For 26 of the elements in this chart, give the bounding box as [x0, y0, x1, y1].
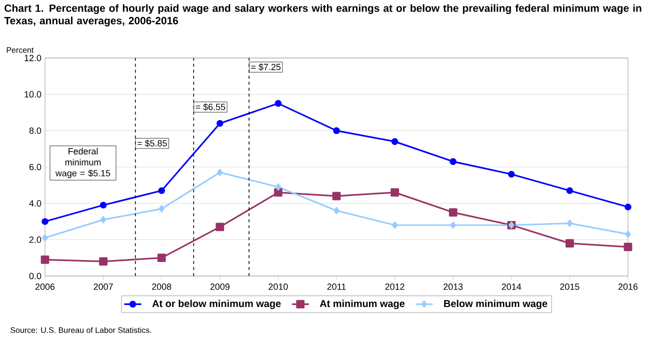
y-tick-label: 12.0	[24, 54, 42, 62]
legend-label: Below minimum wage	[444, 300, 548, 310]
y-tick-label: 2.0	[29, 236, 42, 243]
x-tick-label: 2009	[210, 284, 230, 290]
x-tick-label: 2006	[35, 284, 55, 290]
x-tick-label: 2008	[152, 284, 172, 290]
annotation: = $7.25	[251, 63, 281, 71]
y-tick-label: 0.0	[29, 272, 42, 280]
x-tick-label: 2010	[268, 284, 288, 290]
x-tick-label: 2015	[560, 284, 580, 290]
annotation: = $6.55	[196, 103, 226, 111]
y-tick-label: 8.0	[29, 127, 42, 134]
chart-title: Chart 1. Percentage of hourly paid wage and salary workers with earnings at or below the prevailing federal minimum wage in Texas, annual averages, 2006-2016	[4, 4, 642, 26]
legend-label: At or below minimum wage	[152, 300, 281, 310]
legend-label: At minimum wage	[320, 300, 405, 310]
y-tick-label: 10.0	[24, 91, 42, 98]
x-tick-label: 2013	[444, 284, 463, 290]
x-tick-label: 2016	[618, 284, 638, 290]
annotation: = $5.85	[138, 140, 167, 148]
x-tick-label: 2012	[385, 284, 404, 290]
annotation: Federal minimum wage = $5.15	[55, 148, 110, 178]
x-tick-label: 2011	[327, 284, 346, 290]
y-tick-label: 6.0	[29, 164, 42, 170]
x-tick-label: 2007	[94, 284, 113, 290]
x-tick-label: 2014	[502, 284, 522, 290]
y-tick-label: 4.0	[29, 200, 42, 207]
